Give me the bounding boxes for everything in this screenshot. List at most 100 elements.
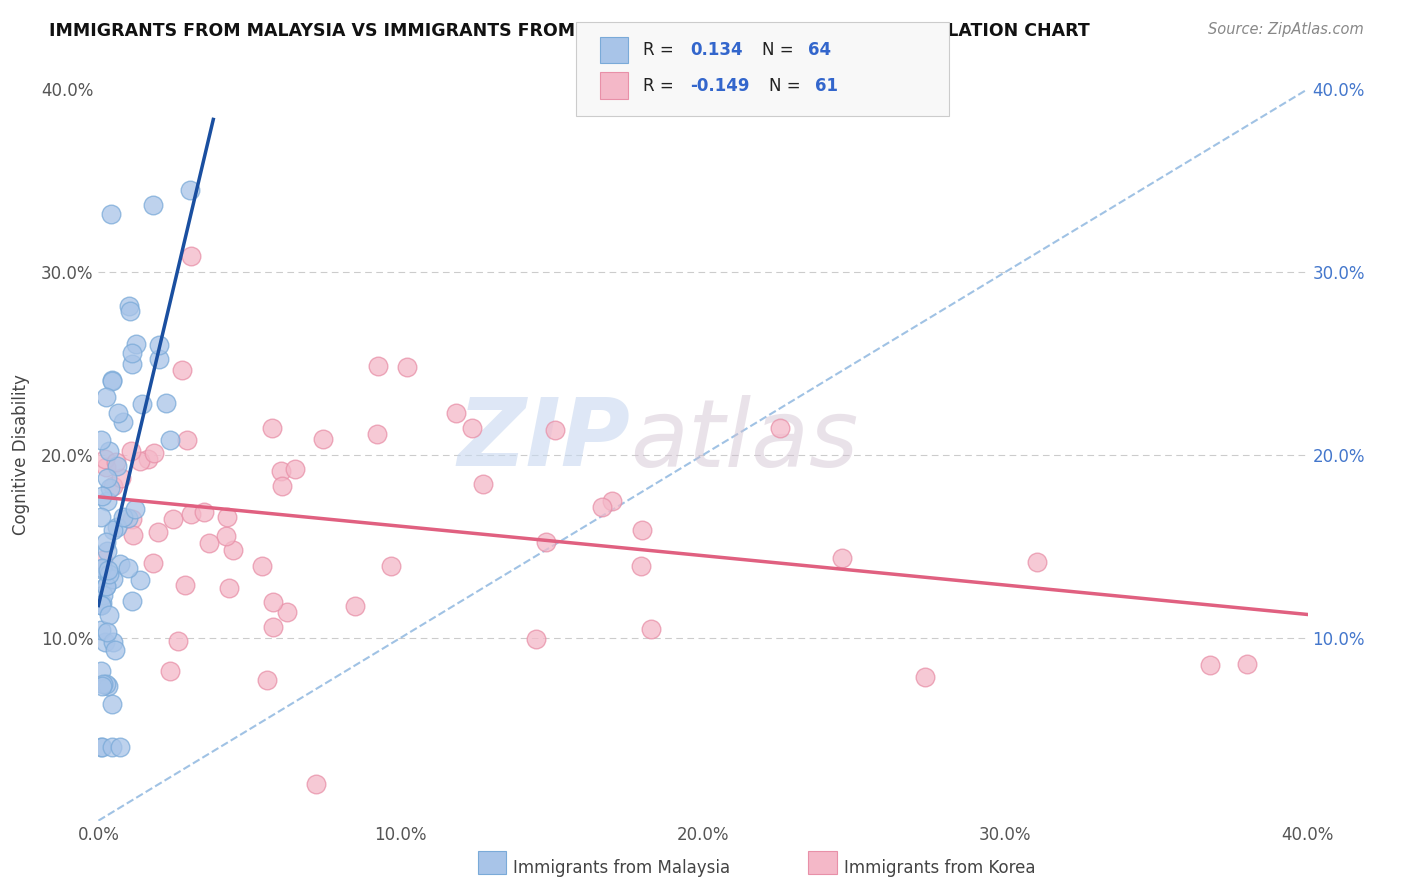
Point <box>472 476 495 491</box>
Point <box>129 573 152 587</box>
Point <box>100 698 122 712</box>
Point <box>630 558 652 573</box>
Point <box>159 664 181 678</box>
Point <box>305 777 328 791</box>
Point <box>176 433 198 447</box>
Point <box>125 337 148 351</box>
Point <box>128 454 150 468</box>
Point <box>94 459 117 474</box>
Point <box>124 502 146 516</box>
Point <box>98 481 121 495</box>
Point <box>524 632 547 646</box>
Point <box>96 579 118 593</box>
Point <box>96 624 118 639</box>
Point <box>180 507 202 521</box>
Point <box>159 433 181 447</box>
Point <box>107 406 129 420</box>
Point <box>380 558 402 573</box>
Point <box>90 562 112 576</box>
Point <box>222 542 245 557</box>
Point <box>117 560 139 574</box>
Point <box>256 673 278 687</box>
Point <box>90 433 112 447</box>
Point <box>101 479 124 493</box>
Point <box>118 299 141 313</box>
Point <box>270 464 292 478</box>
Point <box>218 581 240 595</box>
Point <box>142 556 165 570</box>
Point <box>91 489 114 503</box>
Point <box>143 446 166 460</box>
Point <box>146 524 169 539</box>
Text: atlas: atlas <box>630 395 859 486</box>
Point <box>138 451 160 466</box>
Point <box>262 421 284 435</box>
Point <box>96 493 118 508</box>
Point <box>344 599 367 614</box>
Point <box>96 471 118 485</box>
Point <box>96 543 118 558</box>
Point <box>600 493 623 508</box>
Point <box>276 605 298 619</box>
Point <box>1025 556 1047 570</box>
Text: 64: 64 <box>808 41 831 59</box>
Point <box>215 510 238 524</box>
Point <box>90 740 112 755</box>
Point <box>94 535 117 549</box>
Point <box>444 406 467 420</box>
Text: N =: N = <box>762 41 799 59</box>
Point <box>100 207 122 221</box>
Y-axis label: Cognitive Disability: Cognitive Disability <box>11 375 30 535</box>
Point <box>180 249 202 263</box>
Point <box>155 396 177 410</box>
Point <box>262 595 284 609</box>
Point <box>121 346 143 360</box>
Point <box>105 455 128 469</box>
Text: R =: R = <box>643 41 679 59</box>
Point <box>460 421 482 435</box>
Point <box>215 529 238 543</box>
Point <box>543 423 565 437</box>
Point <box>395 360 418 375</box>
Point <box>174 578 197 592</box>
Point <box>591 500 613 515</box>
Point <box>105 520 128 534</box>
Point <box>91 561 114 575</box>
Point <box>1236 657 1258 671</box>
Point <box>90 598 112 612</box>
Point <box>170 363 193 377</box>
Point <box>162 512 184 526</box>
Text: ZIP: ZIP <box>457 394 630 486</box>
Point <box>98 566 121 581</box>
Point <box>90 509 112 524</box>
Text: -0.149: -0.149 <box>690 77 749 95</box>
Point <box>148 338 170 352</box>
Text: Immigrants from Malaysia: Immigrants from Malaysia <box>513 859 730 877</box>
Text: IMMIGRANTS FROM MALAYSIA VS IMMIGRANTS FROM KOREA COGNITIVE DISABILITY CORRELATI: IMMIGRANTS FROM MALAYSIA VS IMMIGRANTS F… <box>49 22 1090 40</box>
Point <box>104 643 127 657</box>
Point <box>367 359 389 374</box>
Point <box>108 740 131 755</box>
Point <box>90 740 112 755</box>
Point <box>631 523 654 537</box>
Point <box>914 670 936 684</box>
Point <box>97 563 120 577</box>
Point <box>94 451 117 466</box>
Point <box>121 593 143 607</box>
Text: 61: 61 <box>815 77 838 95</box>
Point <box>271 478 294 492</box>
Point <box>366 426 388 441</box>
Text: R =: R = <box>643 77 679 95</box>
Point <box>90 624 112 638</box>
Point <box>98 443 121 458</box>
Point <box>94 635 117 649</box>
Point <box>198 536 221 550</box>
Point <box>94 677 117 691</box>
Point <box>107 458 129 473</box>
Point <box>90 598 112 612</box>
Point <box>122 528 145 542</box>
Point <box>142 198 165 212</box>
Point <box>769 421 792 435</box>
Point <box>284 462 307 476</box>
Point <box>97 607 120 622</box>
